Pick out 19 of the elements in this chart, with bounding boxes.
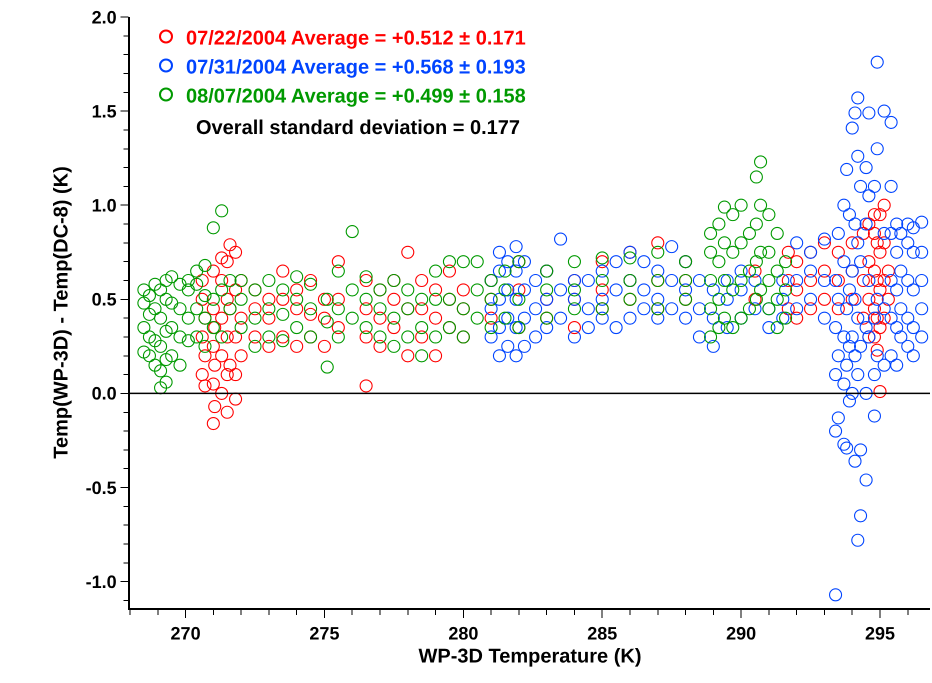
- x-tick-label: 270: [170, 623, 201, 644]
- y-tick-label: 1.5: [92, 101, 117, 122]
- y-tick-label: 0.5: [92, 290, 117, 310]
- legend-label: 07/31/2004 Average = +0.568 ± 0.193: [186, 56, 526, 78]
- y-tick-label: 1.0: [92, 196, 117, 216]
- x-tick-label: 295: [864, 623, 896, 644]
- y-tick-label: -1.0: [86, 572, 117, 592]
- legend-label: 08/07/2004 Average = +0.499 ± 0.158: [186, 85, 526, 108]
- y-tick-label: 0.0: [92, 384, 117, 404]
- y-tick-label: 2.0: [92, 7, 117, 28]
- y-tick-label: -0.5: [86, 478, 117, 498]
- x-tick-label: 275: [309, 623, 340, 644]
- x-tick-label: 280: [448, 623, 478, 644]
- x-tick-label: 290: [726, 623, 756, 644]
- annotation: Overall standard deviation = 0.177: [196, 117, 520, 139]
- x-tick-label: 285: [587, 623, 618, 644]
- y-axis-title: Temp(WP-3D) - Temp(DC-8) (K): [50, 166, 73, 459]
- x-axis-title: WP-3D Temperature (K): [418, 645, 642, 668]
- legend-label: 07/22/2004 Average = +0.512 ± 0.171: [186, 27, 526, 50]
